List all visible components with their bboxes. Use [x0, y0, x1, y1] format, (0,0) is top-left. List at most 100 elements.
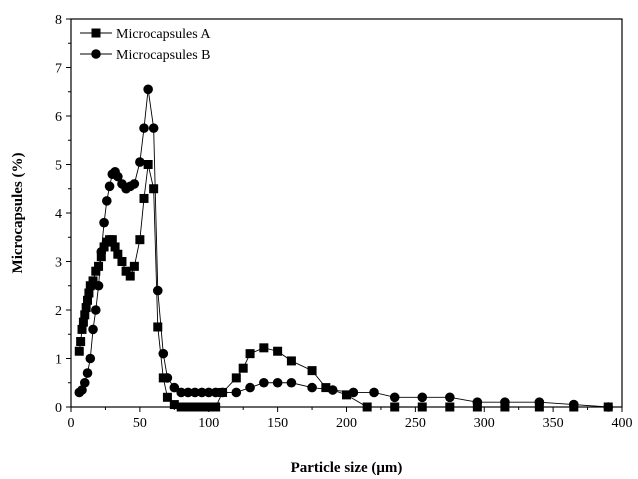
data-point-square	[162, 392, 172, 402]
x-tick-label: 100	[198, 416, 219, 431]
data-point-circle	[445, 392, 455, 403]
data-point-square	[107, 235, 117, 245]
series-line	[78, 164, 609, 408]
data-point-circle	[169, 382, 180, 393]
data-point-circle	[135, 157, 145, 167]
data-point-circle	[272, 377, 283, 388]
data-point-circle	[307, 382, 317, 393]
plot-area-frame	[70, 18, 623, 408]
data-point-circle	[129, 179, 140, 189]
data-point-square	[534, 402, 544, 412]
data-point-circle	[327, 385, 338, 395]
data-point-square	[139, 193, 149, 203]
data-point-circle	[90, 305, 101, 315]
data-point-square	[143, 160, 153, 169]
data-point-circle	[93, 280, 104, 291]
data-point-square	[81, 303, 91, 313]
x-tick-label: 200	[336, 416, 357, 431]
data-point-square	[273, 346, 283, 356]
y-tick-label: 1	[55, 353, 62, 368]
data-point-square	[76, 337, 86, 347]
data-point-square	[80, 310, 90, 320]
data-point-square	[445, 402, 455, 412]
data-point-square	[125, 271, 135, 281]
data-point-circle	[472, 397, 483, 407]
data-point-circle	[203, 387, 214, 398]
legend-label: Microcapsules A	[116, 27, 211, 42]
data-point-circle	[99, 217, 109, 228]
y-tick-label: 3	[55, 256, 62, 271]
data-point-circle	[210, 387, 221, 398]
data-point-square	[94, 261, 104, 271]
y-tick-label: 0	[55, 401, 62, 416]
data-point-circle	[88, 324, 98, 335]
data-point-circle	[113, 171, 123, 182]
data-point-square	[204, 402, 214, 412]
data-point-square	[85, 281, 95, 291]
data-point-circle	[143, 84, 153, 95]
data-point-circle	[348, 387, 359, 398]
data-point-square	[77, 324, 87, 334]
data-point-square	[153, 322, 163, 332]
data-point-square	[135, 235, 145, 245]
legend: Microcapsules A Microcapsules B	[80, 27, 211, 63]
data-point-circle	[500, 397, 510, 407]
data-point-circle	[568, 399, 579, 410]
y-tick-label: 6	[55, 110, 62, 125]
legend-label: Microcapsules B	[116, 48, 210, 63]
data-point-square	[99, 242, 109, 252]
x-tick-label: 300	[474, 416, 495, 431]
data-point-square	[211, 402, 221, 412]
data-point-square	[231, 373, 241, 383]
data-point-square	[245, 349, 255, 359]
data-point-circle	[231, 387, 242, 398]
data-point-circle	[77, 385, 87, 395]
x-tick-label: 400	[612, 416, 633, 431]
data-point-square	[84, 288, 94, 298]
data-point-circle	[104, 181, 115, 192]
series-b	[74, 84, 614, 412]
legend-item: Microcapsules A	[80, 27, 211, 42]
y-tick-label: 2	[55, 304, 62, 319]
x-tick-label: 150	[267, 416, 288, 431]
data-point-square	[321, 383, 331, 393]
data-point-circle	[245, 382, 255, 393]
y-tick-label: 5	[55, 159, 62, 174]
data-point-circle	[152, 285, 163, 296]
data-point-square	[74, 346, 84, 356]
data-point-circle	[82, 368, 93, 378]
data-point-square	[238, 363, 248, 373]
series-a	[74, 160, 613, 412]
legend-item: Microcapsules B	[80, 48, 210, 63]
data-point-circle	[259, 377, 269, 388]
data-point-circle	[102, 196, 112, 206]
data-point-circle	[176, 387, 186, 398]
data-point-circle	[183, 387, 193, 398]
series-line	[78, 89, 609, 408]
data-point-square	[183, 402, 193, 412]
data-point-square	[472, 402, 482, 412]
data-point-circle	[389, 392, 400, 403]
data-point-square	[390, 402, 400, 412]
data-point-square	[78, 317, 88, 327]
data-point-square	[417, 402, 427, 412]
data-point-square	[83, 295, 93, 305]
data-point-circle	[139, 123, 149, 133]
data-point-circle	[286, 377, 297, 388]
data-point-square	[307, 366, 317, 376]
y-axis-title: Microcapsules (%)	[10, 153, 26, 274]
x-axis-title: Particle size (μm)	[291, 460, 403, 476]
x-tick-label: 250	[405, 416, 426, 431]
data-point-circle	[91, 49, 101, 59]
data-point-circle	[534, 397, 545, 407]
data-point-circle	[96, 247, 107, 257]
data-point-square	[110, 242, 120, 252]
data-point-square	[190, 402, 200, 412]
x-tick-label: 350	[543, 416, 564, 431]
data-point-square	[169, 400, 179, 410]
data-point-circle	[79, 377, 90, 388]
x-tick-label: 50	[133, 416, 147, 431]
data-point-circle	[197, 387, 207, 398]
